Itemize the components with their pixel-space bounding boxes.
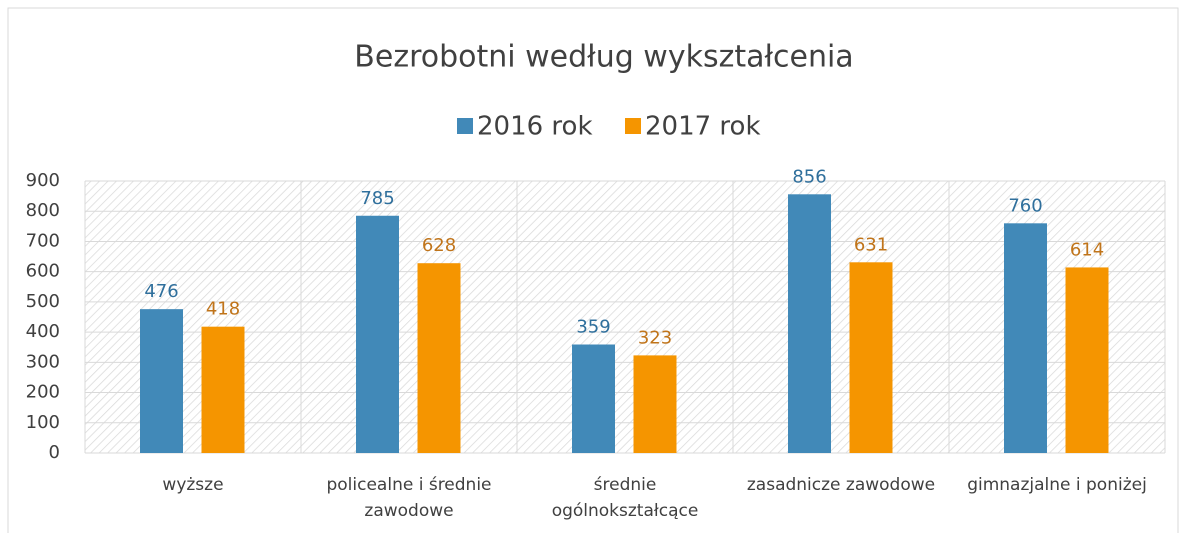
bar xyxy=(1004,223,1047,453)
data-label: 628 xyxy=(422,235,456,256)
y-tick-label: 600 xyxy=(26,261,60,282)
data-label: 359 xyxy=(576,317,610,338)
data-label: 418 xyxy=(206,299,240,320)
data-label: 760 xyxy=(1008,195,1042,216)
data-label: 856 xyxy=(792,166,826,187)
bar xyxy=(572,344,615,453)
chart-title: Bezrobotni według wykształcenia xyxy=(354,40,853,75)
data-label: 785 xyxy=(360,188,394,209)
y-tick-label: 500 xyxy=(26,291,60,312)
data-label: 323 xyxy=(638,327,672,348)
legend-swatch xyxy=(457,118,473,134)
data-label: 631 xyxy=(854,234,888,255)
bar xyxy=(849,262,893,453)
x-tick-label: policealne i średnie zawodowe xyxy=(326,475,492,521)
bar xyxy=(417,263,461,453)
bar xyxy=(633,355,677,453)
legend-swatch xyxy=(625,118,641,134)
bar xyxy=(788,194,831,453)
x-tick-label: gimnazjalne i poniżej xyxy=(967,475,1147,495)
bar xyxy=(201,326,245,453)
y-tick-label: 300 xyxy=(26,351,60,372)
data-label: 476 xyxy=(144,281,178,302)
bar xyxy=(140,309,183,453)
x-tick-label: zasadnicze zawodowe xyxy=(746,475,936,495)
plot-area xyxy=(85,181,1165,453)
bar xyxy=(356,215,399,453)
y-tick-label: 700 xyxy=(26,230,60,251)
y-tick-label: 0 xyxy=(49,442,60,463)
y-tick-label: 800 xyxy=(26,200,60,221)
y-tick-label: 900 xyxy=(26,170,60,191)
y-tick-label: 200 xyxy=(26,382,60,403)
x-tick-label: średnie ogólnokształcące xyxy=(551,475,699,521)
y-tick-label: 400 xyxy=(26,321,60,342)
x-tick-label: wyższe xyxy=(162,475,224,495)
bar xyxy=(1065,267,1109,453)
legend-label: 2016 rok xyxy=(477,112,593,142)
y-tick-label: 100 xyxy=(26,412,60,433)
data-label: 614 xyxy=(1070,239,1104,260)
chart-border xyxy=(7,7,1179,533)
legend-label: 2017 rok xyxy=(645,112,761,142)
